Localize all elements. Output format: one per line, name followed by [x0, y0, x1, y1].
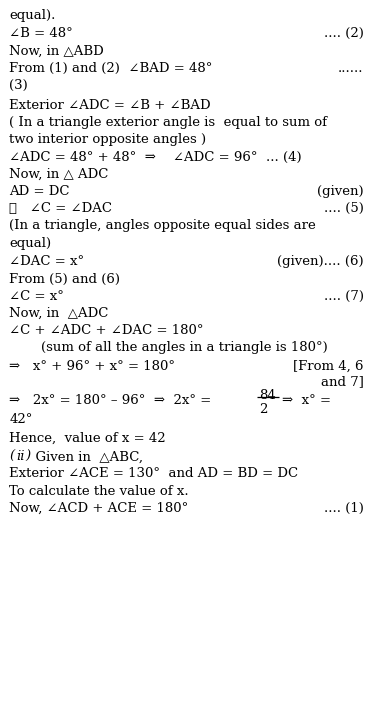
Text: equal).: equal).: [9, 9, 56, 22]
Text: Now, in △ABD: Now, in △ABD: [9, 44, 104, 57]
Text: Now, ∠ACD + ACE = 180°: Now, ∠ACD + ACE = 180°: [9, 502, 189, 515]
Text: and 7]: and 7]: [321, 375, 364, 388]
Text: .... (7): .... (7): [324, 290, 364, 303]
Text: ( In a triangle exterior angle is  equal to sum of: ( In a triangle exterior angle is equal …: [9, 116, 327, 129]
Text: (3): (3): [9, 79, 28, 92]
Text: .... (2): .... (2): [324, 27, 364, 39]
Text: ∠C = x°: ∠C = x°: [9, 290, 64, 303]
Text: (given): (given): [317, 185, 364, 198]
Text: .... (1): .... (1): [324, 502, 364, 515]
Text: Now, in  △ADC: Now, in △ADC: [9, 307, 109, 320]
Text: Exterior ∠ACE = 130°  and AD = BD = DC: Exterior ∠ACE = 130° and AD = BD = DC: [9, 467, 298, 480]
Text: From (1) and (2)  ∠BAD = 48°: From (1) and (2) ∠BAD = 48°: [9, 62, 213, 75]
Text: ⇒  x° =: ⇒ x° =: [282, 394, 330, 407]
Text: ∴   ∠C = ∠DAC: ∴ ∠C = ∠DAC: [9, 202, 112, 215]
Text: .... (5): .... (5): [324, 202, 364, 215]
Text: Hence,  value of x = 42: Hence, value of x = 42: [9, 432, 166, 445]
Text: ∠DAC = x°: ∠DAC = x°: [9, 255, 84, 268]
Text: 2: 2: [259, 403, 267, 416]
Text: ......: ......: [338, 62, 364, 75]
Text: ∠B = 48°: ∠B = 48°: [9, 27, 73, 39]
Text: (sum of all the angles in a triangle is 180°): (sum of all the angles in a triangle is …: [41, 341, 328, 354]
Text: 84: 84: [259, 389, 276, 402]
Text: ∠C + ∠ADC + ∠DAC = 180°: ∠C + ∠ADC + ∠DAC = 180°: [9, 324, 204, 337]
Text: (In a triangle, angles opposite equal sides are: (In a triangle, angles opposite equal si…: [9, 219, 316, 232]
Text: ∠ADC = 48° + 48°  ⇒    ∠ADC = 96°  ... (4): ∠ADC = 48° + 48° ⇒ ∠ADC = 96° ... (4): [9, 151, 302, 163]
Text: equal): equal): [9, 237, 51, 250]
Text: From (5) and (6): From (5) and (6): [9, 272, 120, 285]
Text: ): ): [25, 450, 31, 463]
Text: (given).... (6): (given).... (6): [277, 255, 364, 268]
Text: ⇒   2x° = 180° – 96°  ⇒  2x° =: ⇒ 2x° = 180° – 96° ⇒ 2x° =: [9, 394, 211, 407]
Text: ⇒   x° + 96° + x° = 180°: ⇒ x° + 96° + x° = 180°: [9, 360, 175, 373]
Text: Exterior ∠ADC = ∠B + ∠BAD: Exterior ∠ADC = ∠B + ∠BAD: [9, 99, 211, 112]
Text: two interior opposite angles ): two interior opposite angles ): [9, 133, 206, 146]
Text: ii: ii: [16, 450, 25, 463]
Text: Given in  △ABC,: Given in △ABC,: [27, 450, 143, 463]
Text: Now, in △ ADC: Now, in △ ADC: [9, 168, 109, 181]
Text: (: (: [9, 450, 15, 463]
Text: [From 4, 6: [From 4, 6: [293, 360, 364, 373]
Text: 42°: 42°: [9, 413, 33, 426]
Text: To calculate the value of x.: To calculate the value of x.: [9, 485, 189, 498]
Text: AD = DC: AD = DC: [9, 185, 70, 198]
